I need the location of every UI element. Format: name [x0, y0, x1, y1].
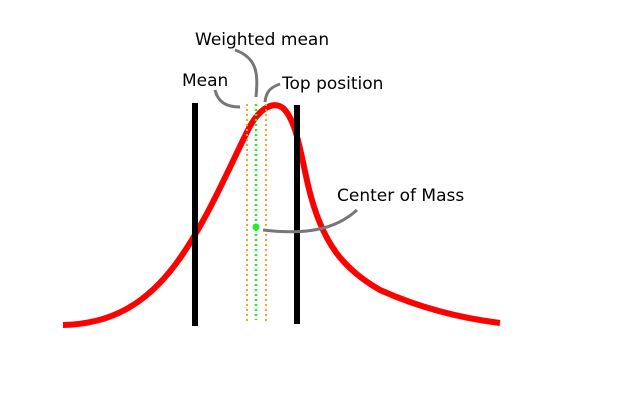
center-of-mass-label: Center of Mass — [337, 186, 464, 206]
distribution-curve — [62, 102, 501, 328]
weighted-mean-label: Weighted mean — [195, 30, 329, 50]
weighted-mean-callout — [234, 48, 259, 98]
mean-label: Mean — [182, 71, 228, 91]
top-position-label: Top position — [281, 74, 383, 94]
mean-callout — [213, 89, 241, 109]
top-position-callout — [263, 82, 281, 103]
center-of-mass-point — [252, 223, 260, 231]
center-of-mass-callout — [262, 208, 359, 234]
